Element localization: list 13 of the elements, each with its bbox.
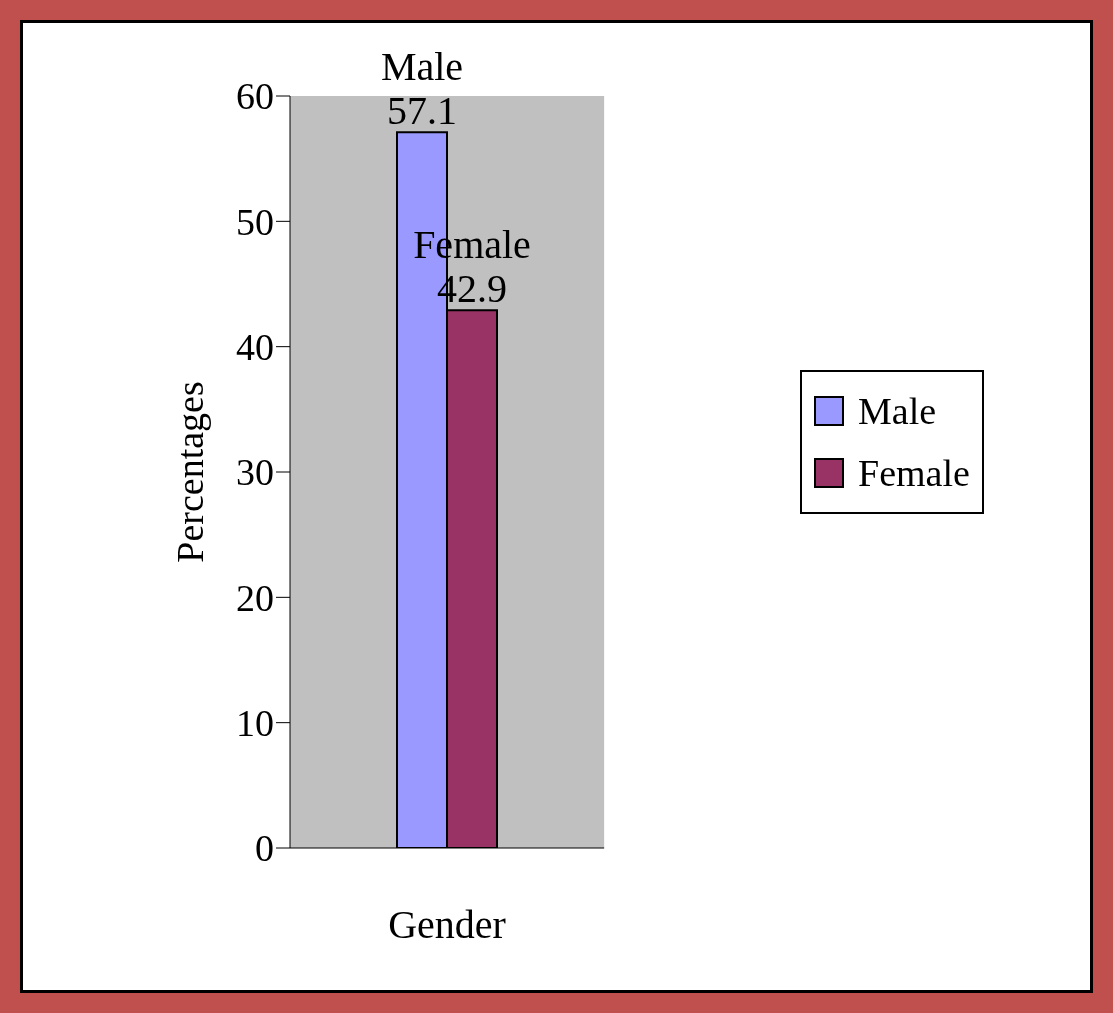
y-tick-label: 30 <box>236 451 274 494</box>
y-tick-label: 0 <box>255 827 274 870</box>
y-tick-label: 60 <box>236 75 274 118</box>
legend-label: Male <box>858 389 937 434</box>
y-tick-label: 40 <box>236 326 274 369</box>
y-tick-label: 50 <box>236 200 274 243</box>
text: Male <box>380 44 464 90</box>
y-axis-title: Percentages <box>169 381 212 563</box>
data-label: 57.1 <box>387 88 457 134</box>
y-tick-label: 10 <box>236 702 274 745</box>
x-axis-title: Gender <box>388 902 506 947</box>
legend-label: Female <box>858 451 970 496</box>
y-tick-label: 20 <box>236 576 274 619</box>
